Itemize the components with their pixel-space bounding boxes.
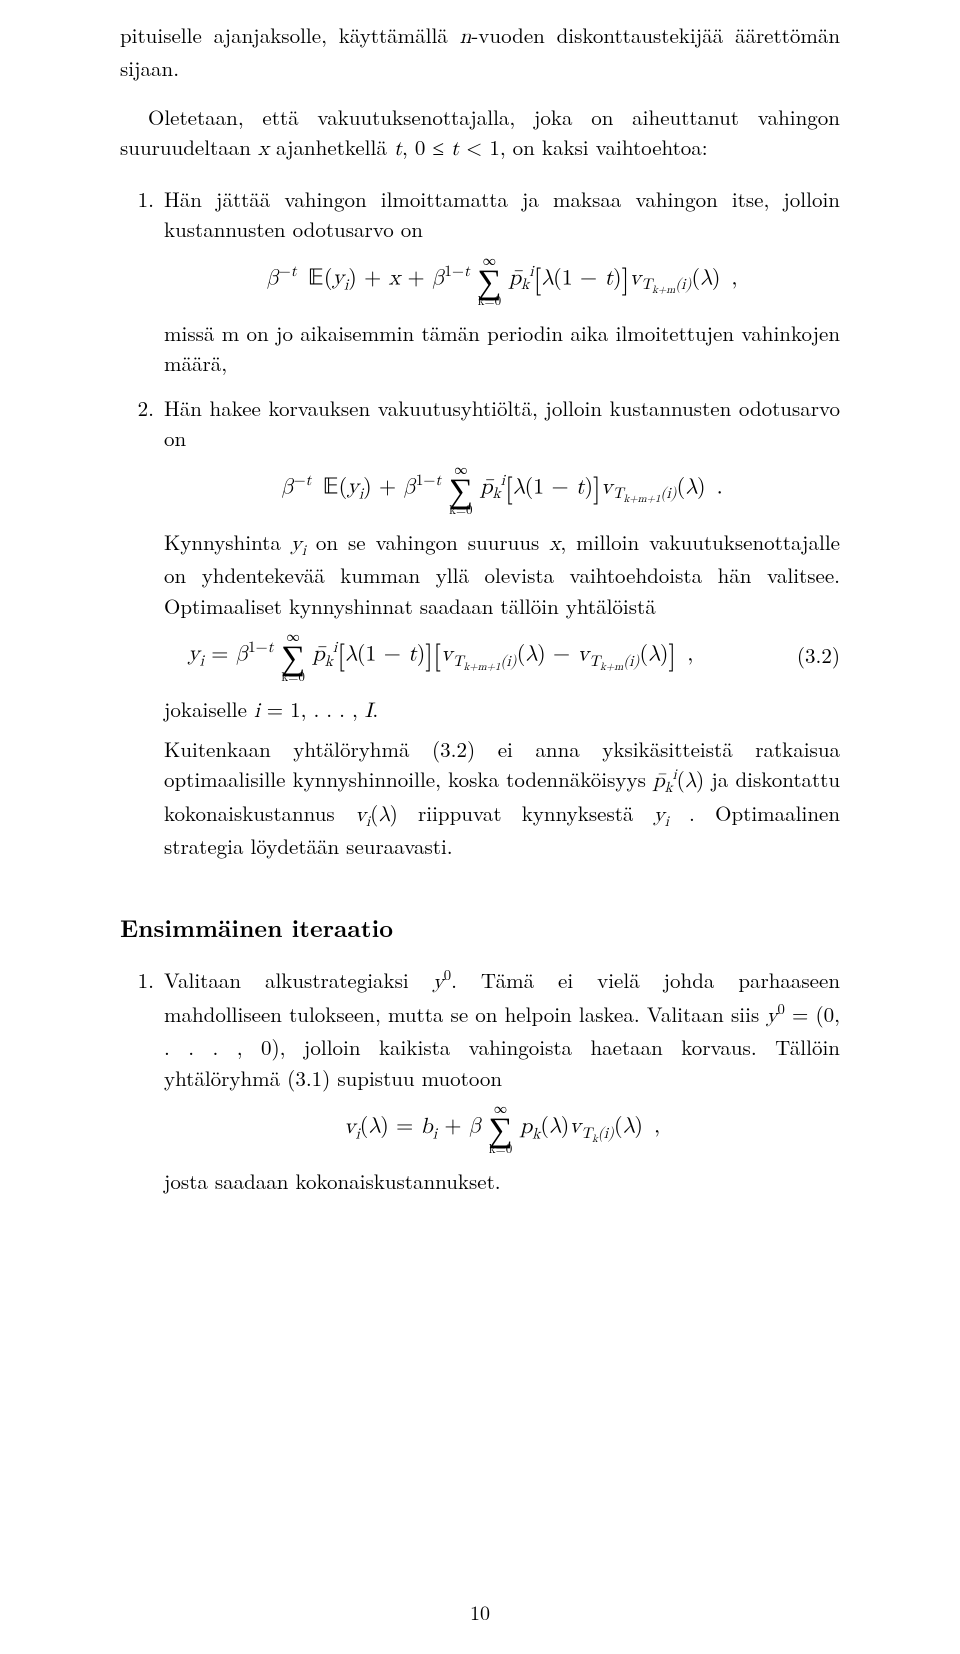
- iteration-item-1: 1. Valitaan alkustrategiaksi y0. Tämä ei…: [120, 965, 840, 1196]
- paragraph-continuation: pituiselle ajanjaksolle, käyttämällä n-v…: [120, 20, 840, 84]
- enumerated-list-iteration: 1. Valitaan alkustrategiaksi y0. Tämä ei…: [120, 965, 840, 1196]
- display-equation-1: β−t 𝔼(yi) + x + β1−t ∞ ∑ k=0 p̄ki[λ(1 − …: [164, 253, 840, 306]
- list-number: 1.: [120, 965, 164, 1196]
- item1-tail-text: missä m on jo aikaisemmin tämän periodin…: [164, 318, 840, 378]
- list-item-2: 2. Hän hakee korvauksen vakuutusyhtiöltä…: [120, 393, 840, 862]
- item1-lead-text: Hän jättää vahingon ilmoittamatta ja mak…: [164, 184, 840, 244]
- list-number: 1.: [120, 184, 164, 379]
- sum-lower: k=0: [281, 669, 305, 682]
- page-number: 10: [0, 1597, 960, 1626]
- sum-lower: k=0: [477, 293, 501, 306]
- display-equation-2: β−t 𝔼(yi) + β1−t ∞ ∑ k=0 p̄ki[λ(1 − t)]v…: [164, 462, 840, 515]
- item2-paragraph-2: Kynnyshinta yi on se vahingon suuruus x,…: [164, 527, 840, 621]
- enumerated-list-options: 1. Hän jättää vahingon ilmoittamatta ja …: [120, 184, 840, 862]
- iter1-tail-text: josta saadaan kokonaiskustannukset.: [164, 1166, 501, 1196]
- list-body: Hän jättää vahingon ilmoittamatta ja mak…: [164, 184, 840, 379]
- list-body: Valitaan alkustrategiaksi y0. Tämä ei vi…: [164, 965, 840, 1196]
- sum-lower: k=0: [488, 1141, 512, 1154]
- item2-paragraph-4: Kuitenkaan yhtälöryhmä (3.2) ei anna yks…: [164, 734, 840, 862]
- list-number: 2.: [120, 393, 164, 862]
- paragraph-assumption: Oletetaan, että vakuutuksenottajalla, jo…: [120, 102, 840, 166]
- equation-number-3-2: (3.2): [780, 640, 840, 670]
- item2-lead-text: Hän hakee korvauksen vakuutusyhtiöltä, j…: [164, 393, 840, 453]
- heading-first-iteration: Ensimmäinen iteraatio: [120, 911, 840, 945]
- sum-lower: k=0: [449, 502, 473, 515]
- display-equation-3-2: yi = β1−t ∞ ∑ k=0 p̄ki[λ(1 − t)][vTk+m+1…: [164, 629, 840, 682]
- item2-paragraph-3: jokaiselle i = 1, . . . , I.: [164, 694, 840, 727]
- list-body: Hän hakee korvauksen vakuutusyhtiöltä, j…: [164, 393, 840, 862]
- list-item-1: 1. Hän jättää vahingon ilmoittamatta ja …: [120, 184, 840, 379]
- iter1-text: Valitaan alkustrategiaksi y0. Tämä ei vi…: [164, 965, 840, 1092]
- display-equation-iter: vi(λ) = bi + β ∞ ∑ k=0 pk(λ)vTk(i)(λ) ,: [164, 1101, 840, 1154]
